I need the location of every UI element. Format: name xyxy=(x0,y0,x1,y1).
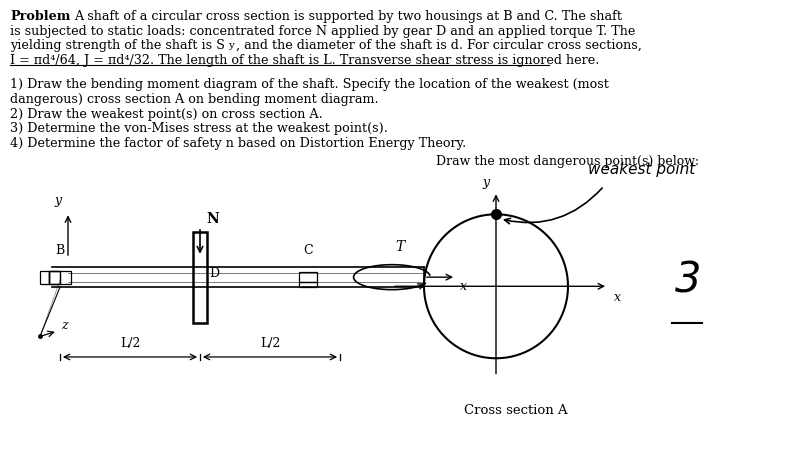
Bar xyxy=(49,271,60,284)
Text: Cross section A: Cross section A xyxy=(464,403,568,416)
Text: T: T xyxy=(395,240,405,254)
Text: yielding strength of the shaft is S: yielding strength of the shaft is S xyxy=(10,39,226,52)
Text: L/2: L/2 xyxy=(260,336,280,349)
Text: 2) Draw the weakest point(s) on cross section A.: 2) Draw the weakest point(s) on cross se… xyxy=(10,107,323,121)
Text: dangerous) cross section A on bending moment diagram.: dangerous) cross section A on bending mo… xyxy=(10,93,379,106)
Text: 3: 3 xyxy=(674,259,702,301)
Text: y: y xyxy=(54,193,62,206)
Text: 1) Draw the bending moment diagram of the shaft. Specify the location of the wea: 1) Draw the bending moment diagram of th… xyxy=(10,78,610,91)
Text: Problem: Problem xyxy=(10,10,70,23)
Text: x: x xyxy=(614,290,622,303)
Bar xyxy=(49,271,60,284)
Text: A shaft of a circular cross section is supported by two housings at B and C. The: A shaft of a circular cross section is s… xyxy=(74,10,622,23)
Text: I = πd⁴/64, J = πd⁴/32. The length of the shaft is L. Transverse shear stress is: I = πd⁴/64, J = πd⁴/32. The length of th… xyxy=(10,54,600,67)
Text: , and the diameter of the shaft is d. For circular cross sections,: , and the diameter of the shaft is d. Fo… xyxy=(236,39,642,52)
Text: D: D xyxy=(210,267,220,279)
Bar xyxy=(193,232,207,323)
Text: y: y xyxy=(228,41,234,51)
Text: weakest point: weakest point xyxy=(588,162,695,177)
Text: N: N xyxy=(206,211,219,225)
Text: L/2: L/2 xyxy=(120,336,140,349)
Bar xyxy=(299,283,317,288)
Text: 4) Determine the factor of safety n based on Distortion Energy Theory.: 4) Determine the factor of safety n base… xyxy=(10,136,466,150)
Text: is subjected to static loads: concentrated force N applied by gear D and an appl: is subjected to static loads: concentrat… xyxy=(10,25,636,38)
Text: B: B xyxy=(55,243,65,256)
Bar xyxy=(49,271,71,284)
Text: y: y xyxy=(482,176,490,188)
Text: x: x xyxy=(460,280,467,293)
Text: z: z xyxy=(61,318,67,331)
Text: 3) Determine the von-Mises stress at the weakest point(s).: 3) Determine the von-Mises stress at the… xyxy=(10,122,388,135)
Bar xyxy=(299,273,317,283)
Text: C: C xyxy=(303,243,313,256)
Bar xyxy=(40,271,49,284)
Text: Draw the most dangerous point(s) below:: Draw the most dangerous point(s) below: xyxy=(436,155,699,168)
